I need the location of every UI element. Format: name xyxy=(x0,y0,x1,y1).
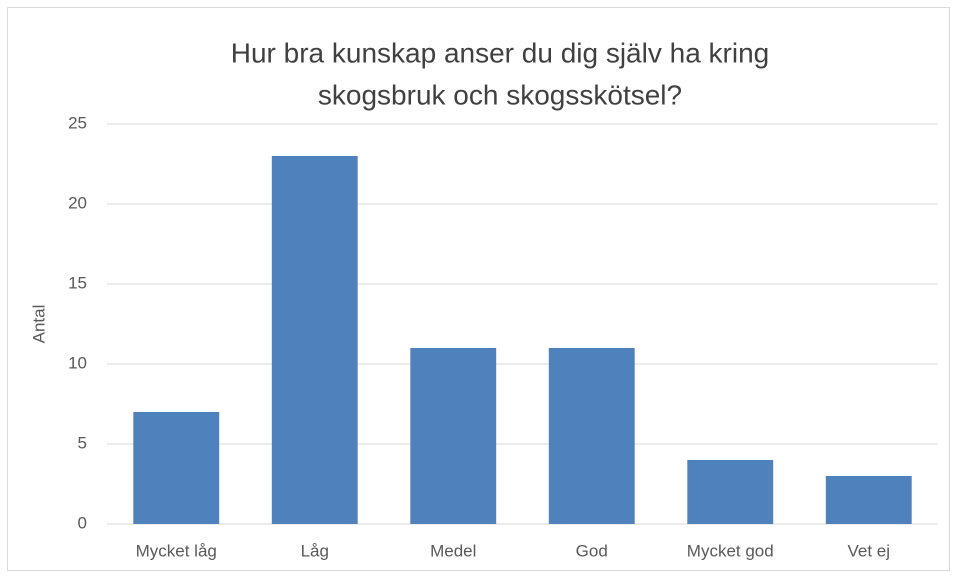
bar xyxy=(271,156,358,524)
bar xyxy=(825,476,912,524)
y-axis-label: Antal xyxy=(29,305,48,344)
bar xyxy=(410,348,497,524)
x-tick-label: Mycket låg xyxy=(136,541,217,560)
bar xyxy=(687,460,774,524)
y-tick-label: 25 xyxy=(68,113,87,132)
x-tick-label: Låg xyxy=(301,541,329,560)
chart-title: Hur bra kunskap anser du dig själv ha kr… xyxy=(231,37,770,68)
bar xyxy=(133,412,220,524)
x-tick-label: God xyxy=(576,541,608,560)
chart-title: skogsbruk och skogsskötsel? xyxy=(318,79,682,110)
x-tick-label: Medel xyxy=(430,541,476,560)
x-tick-label: Mycket god xyxy=(687,541,774,560)
y-tick-label: 15 xyxy=(68,273,87,292)
y-tick-label: 5 xyxy=(78,433,87,452)
y-tick-label: 20 xyxy=(68,193,87,212)
x-tick-label: Vet ej xyxy=(847,541,890,560)
y-tick-label: 0 xyxy=(78,513,87,532)
bar xyxy=(548,348,635,524)
y-tick-label: 10 xyxy=(68,353,87,372)
